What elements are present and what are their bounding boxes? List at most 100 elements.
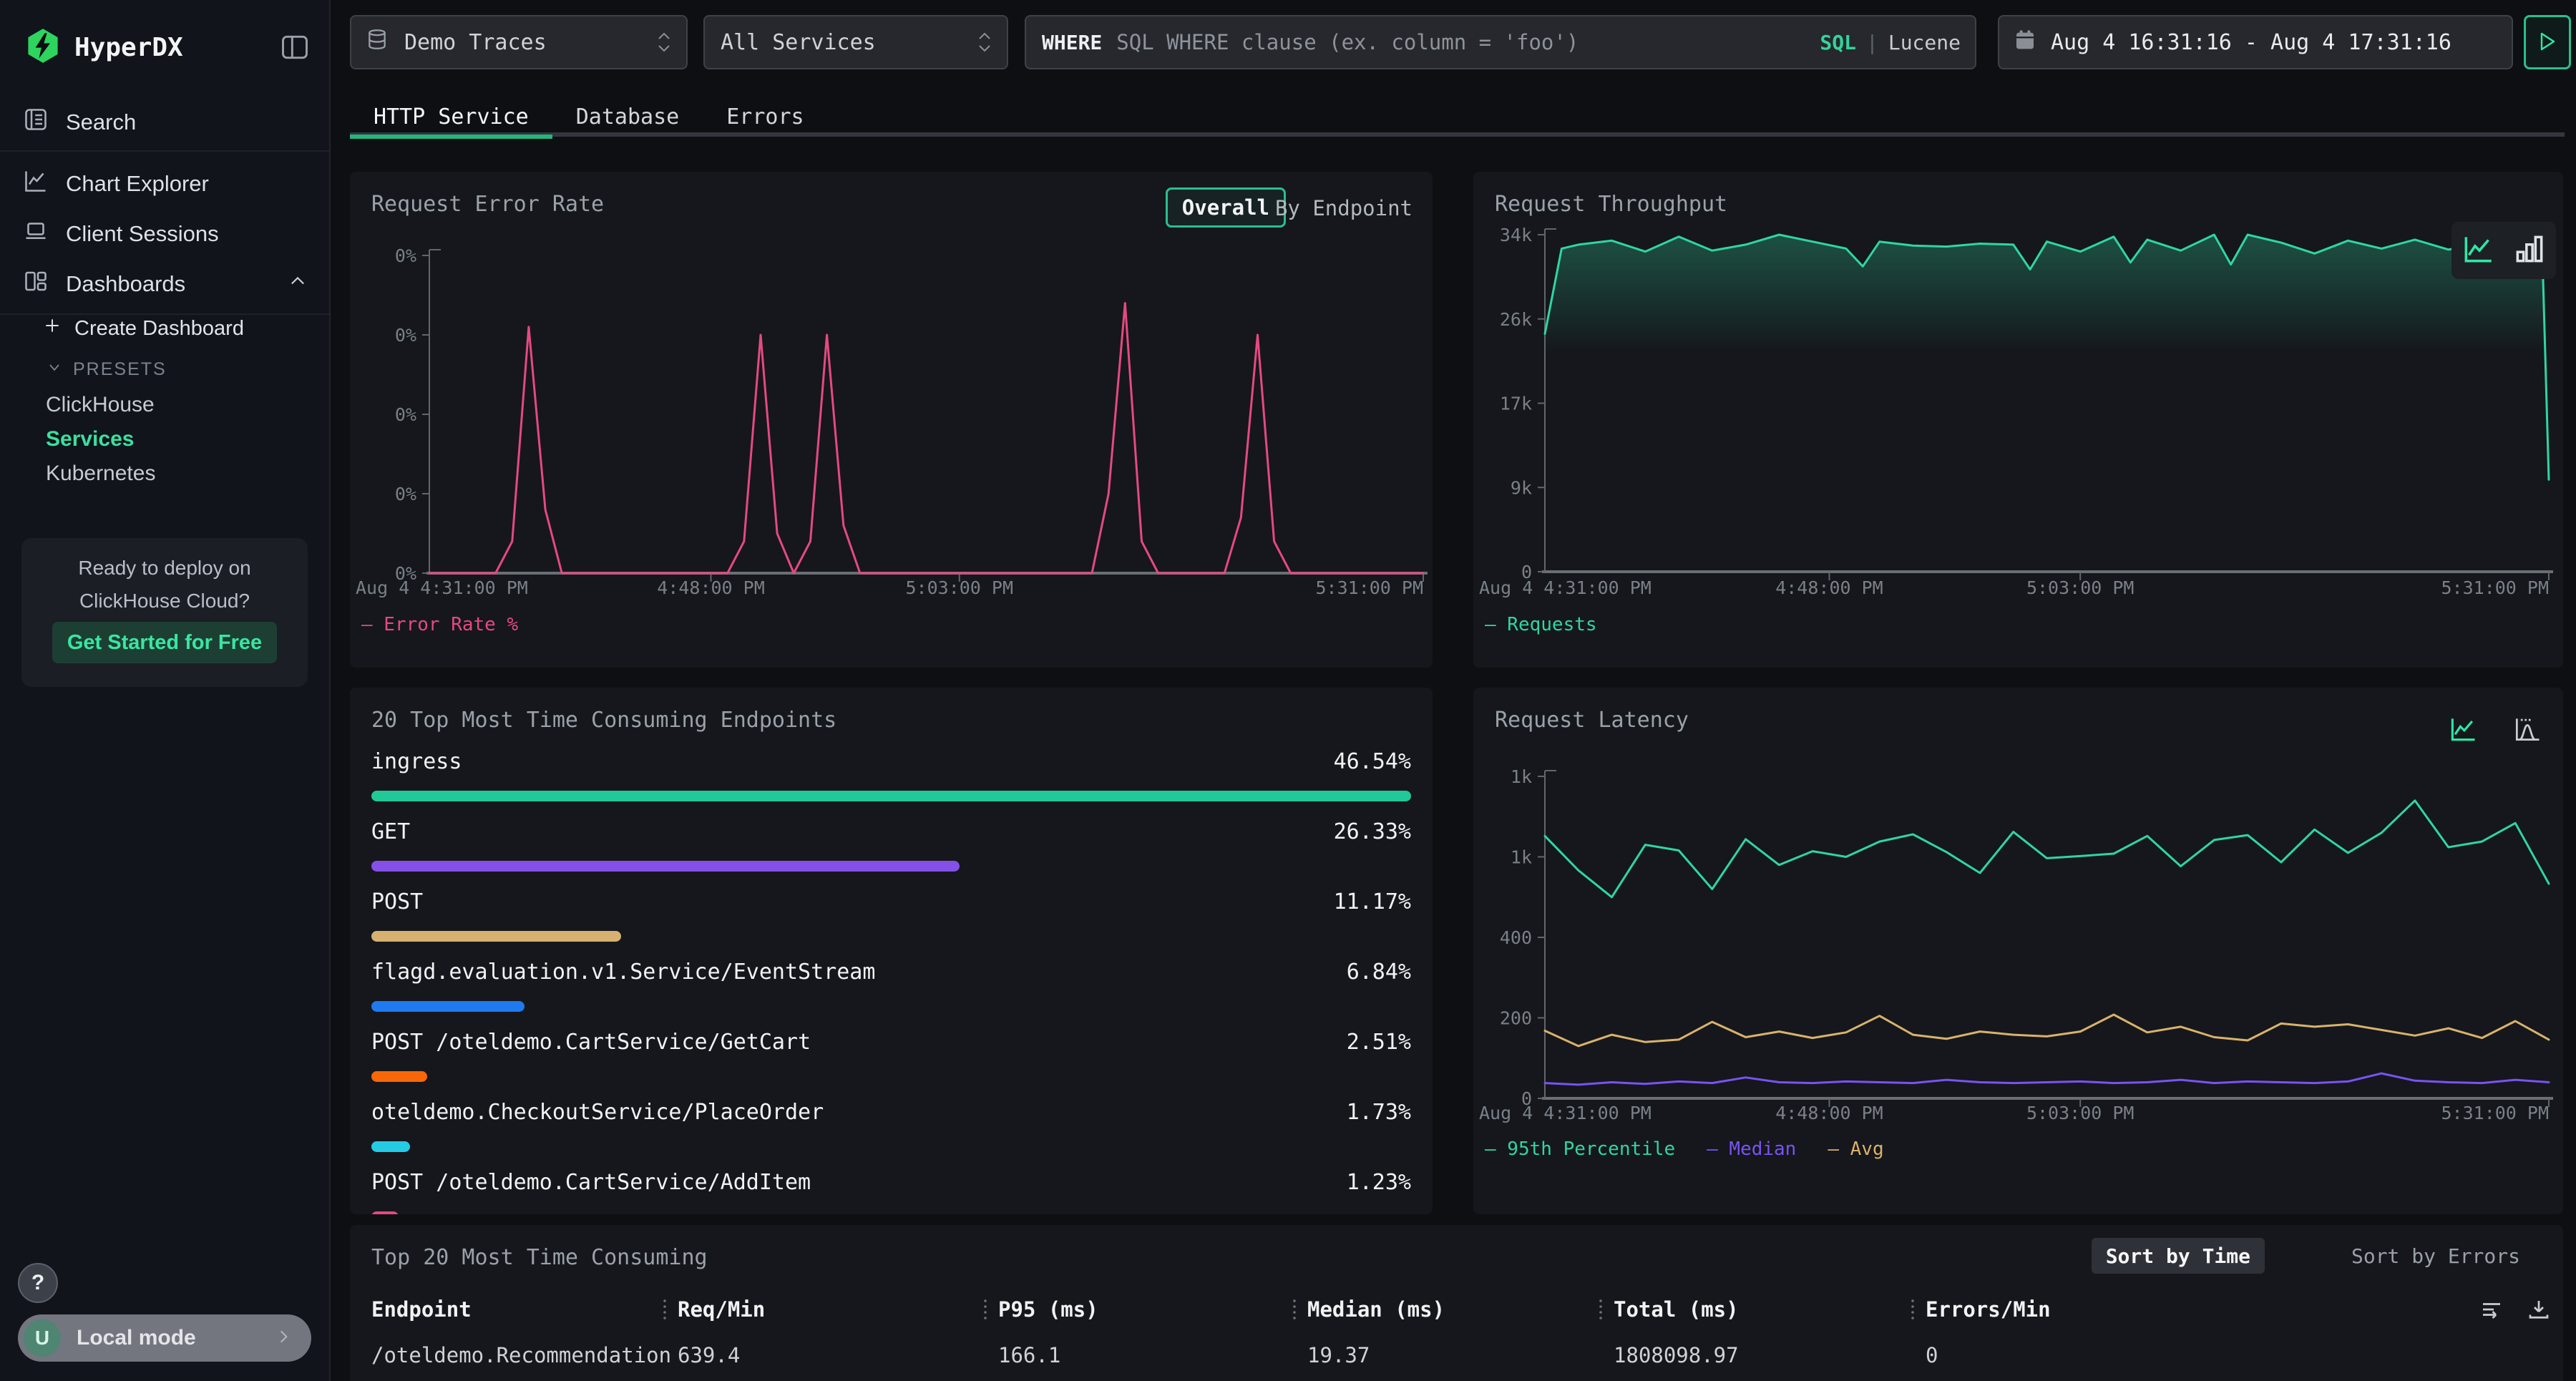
endpoint-row[interactable]: ingress46.54% [371, 748, 1411, 818]
dashboards-subsection: Create Dashboard PRESETS ClickHouse Serv… [0, 306, 329, 491]
endpoint-label: GET [371, 818, 410, 846]
x-tick-label: 5:03:00 PM [2026, 1103, 2135, 1123]
line-chart-icon [23, 168, 49, 200]
endpoint-bar [371, 1211, 399, 1214]
logo-row: HyperDX [24, 27, 311, 67]
run-query-button[interactable] [2524, 15, 2571, 69]
time-range-picker[interactable]: Aug 4 16:31:16 - Aug 4 17:31:16 [1998, 15, 2513, 69]
promo-text-line1: Ready to deploy on [21, 557, 308, 580]
column-drag-handle-icon[interactable] [662, 1298, 668, 1321]
x-tick-label: Aug 4 4:31:00 PM [1479, 1103, 1652, 1123]
dashboard-tabs: HTTP ServiceDatabaseErrors [350, 100, 2565, 137]
column-drag-handle-icon[interactable] [1598, 1298, 1604, 1321]
collapse-sidebar-icon[interactable] [279, 31, 311, 63]
create-dashboard-button[interactable]: Create Dashboard [0, 306, 329, 351]
endpoint-bar [371, 1071, 427, 1082]
expand-rows-icon[interactable] [2479, 1297, 2504, 1325]
x-tick-label: 5:03:00 PM [905, 577, 1013, 598]
sidebar: HyperDX Search Chart Explorer [0, 0, 331, 1381]
create-dashboard-label: Create Dashboard [74, 317, 244, 341]
table-cell: 19.37 [1307, 1339, 1370, 1371]
chevron-up-icon [288, 271, 308, 297]
where-keyword-label: WHERE [1042, 31, 1102, 54]
chart-legend: — Requests [1485, 614, 1629, 635]
endpoint-bar [371, 1141, 410, 1152]
line-chart-icon[interactable] [2460, 231, 2496, 270]
bar-chart-icon[interactable] [2512, 231, 2547, 270]
sort-by-time-button[interactable]: Sort by Time [2092, 1238, 2265, 1274]
column-header-total-ms-[interactable]: Total (ms) [1614, 1294, 1739, 1325]
sidebar-item-client-sessions[interactable]: Client Sessions [0, 209, 329, 259]
sidebar-item-search[interactable]: Search [0, 93, 329, 152]
database-icon [366, 28, 389, 57]
hyperdx-app: HyperDX Search Chart Explorer [0, 0, 2576, 1381]
tab-database[interactable]: Database [552, 100, 703, 135]
select-chevrons-icon [977, 31, 992, 53]
legend-item: — 95th Percentile [1485, 1138, 1675, 1160]
series-median [1545, 1073, 2549, 1085]
presets-toggle[interactable]: PRESETS [0, 351, 329, 388]
preset-label: Services [46, 427, 134, 452]
tab-errors[interactable]: Errors [703, 100, 827, 135]
get-started-button[interactable]: Get Started for Free [52, 622, 277, 663]
play-icon [2538, 31, 2557, 54]
y-tick-label: 17k [1500, 394, 1532, 414]
sidebar-item-label: Dashboards [66, 271, 288, 297]
table-header-row: Endpoint Req/Min P95 (ms) Median (ms) Total … [350, 1294, 2563, 1325]
endpoint-bar [371, 1001, 525, 1012]
endpoint-row[interactable]: POST /oteldemo.CartService/AddItem 1.23% [371, 1168, 1411, 1214]
column-header-req-min[interactable]: Req/Min [678, 1294, 765, 1325]
y-tick-label: 1k [1511, 847, 1532, 868]
hyperdx-logo-icon [24, 27, 62, 68]
sidebar-item-dashboards[interactable]: Dashboards [0, 259, 329, 309]
x-tick-label: Aug 4 4:31:00 PM [356, 577, 528, 598]
data-source-select[interactable]: Demo Traces [350, 15, 688, 69]
chart-type-toggle [2451, 222, 2556, 279]
endpoint-percent: 1.23% [1347, 1168, 1411, 1197]
laptop-icon [23, 218, 49, 250]
request-error-rate-panel: Request Error Rate Overall By Endpoint 0… [350, 172, 1433, 668]
y-tick-label: 0% [395, 245, 416, 266]
endpoint-label: flagd.evaluation.v1.Service/EventStream [371, 958, 875, 987]
y-tick-label: 0% [395, 484, 416, 504]
sidebar-item-chart-explorer[interactable]: Chart Explorer [0, 159, 329, 209]
column-header-endpoint[interactable]: Endpoint [371, 1294, 472, 1325]
x-tick-label: 4:48:00 PM [657, 577, 765, 598]
column-drag-handle-icon[interactable] [1910, 1298, 1916, 1321]
throughput-chart: 09k17k26k34kAug 4 4:31:00 PM4:48:00 PM5:… [1473, 172, 2563, 668]
calendar-icon [2014, 28, 2036, 57]
where-placeholder: SQL WHERE clause (ex. column = 'foo') [1116, 30, 1820, 54]
column-header-p95-ms-[interactable]: P95 (ms) [998, 1294, 1098, 1325]
endpoint-row[interactable]: flagd.evaluation.v1.Service/EventStream6… [371, 958, 1411, 1028]
language-toggle-sql[interactable]: SQL [1820, 31, 1856, 54]
column-drag-handle-icon[interactable] [1292, 1298, 1297, 1321]
account-menu[interactable]: U Local mode [18, 1314, 311, 1362]
y-tick-label: 26k [1500, 309, 1532, 330]
endpoint-row[interactable]: POST /oteldemo.CartService/GetCart2.51% [371, 1028, 1411, 1098]
language-toggle-lucene[interactable]: Lucene [1888, 31, 1961, 54]
x-tick-label: 5:31:00 PM [1315, 577, 1423, 598]
legend-item: — Error Rate % [361, 614, 518, 635]
where-clause-input[interactable]: WHERE SQL WHERE clause (ex. column = 'fo… [1025, 15, 1976, 69]
table-row[interactable]: /oteldemo.RecommendationServ639.4166.119… [350, 1339, 2563, 1371]
tab-http-service[interactable]: HTTP Service [350, 100, 552, 135]
request-latency-panel: Request Latency 02004001k1kAug 4 4:31:00… [1473, 688, 2563, 1214]
endpoint-percent: 46.54% [1334, 748, 1411, 776]
sidebar-item-clickhouse[interactable]: ClickHouse [0, 388, 329, 422]
presets-label: PRESETS [73, 359, 167, 380]
endpoint-row[interactable]: oteldemo.CheckoutService/PlaceOrder1.73% [371, 1098, 1411, 1168]
help-button[interactable]: ? [18, 1263, 58, 1303]
download-csv-icon[interactable] [2526, 1297, 2552, 1325]
sidebar-item-label: Chart Explorer [66, 171, 329, 197]
sort-by-errors-button[interactable]: Sort by Errors [2337, 1238, 2534, 1274]
endpoint-row[interactable]: GET26.33% [371, 818, 1411, 888]
column-drag-handle-icon[interactable] [982, 1298, 988, 1321]
service-select[interactable]: All Services [703, 15, 1008, 69]
column-header-median-ms-[interactable]: Median (ms) [1307, 1294, 1445, 1325]
column-header-errors-min[interactable]: Errors/Min [1926, 1294, 2051, 1325]
endpoint-row[interactable]: POST11.17% [371, 888, 1411, 958]
endpoint-label: POST /oteldemo.CartService/AddItem [371, 1168, 811, 1197]
sidebar-item-kubernetes[interactable]: Kubernetes [0, 457, 329, 491]
time-range-value: Aug 4 16:31:16 - Aug 4 17:31:16 [2051, 30, 2451, 55]
sidebar-item-services[interactable]: Services [0, 422, 329, 457]
